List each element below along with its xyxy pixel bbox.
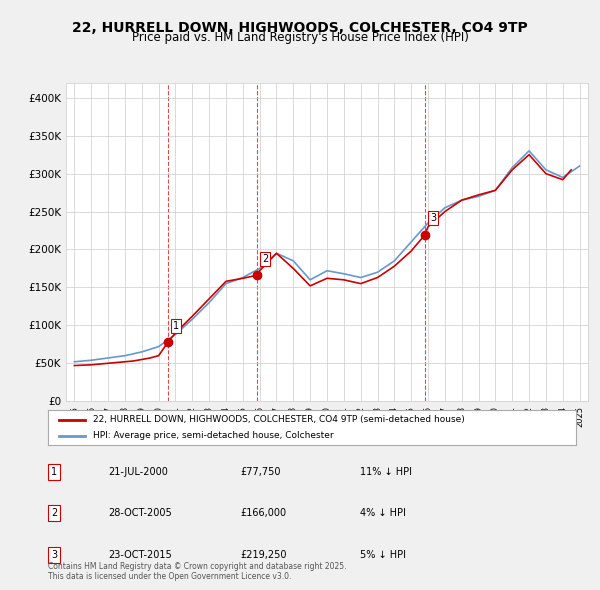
Text: 2: 2 [262,254,268,264]
Text: HPI: Average price, semi-detached house, Colchester: HPI: Average price, semi-detached house,… [93,431,334,440]
Text: 22, HURRELL DOWN, HIGHWOODS, COLCHESTER, CO4 9TP (semi-detached house): 22, HURRELL DOWN, HIGHWOODS, COLCHESTER,… [93,415,464,424]
Text: 22, HURRELL DOWN, HIGHWOODS, COLCHESTER, CO4 9TP: 22, HURRELL DOWN, HIGHWOODS, COLCHESTER,… [72,21,528,35]
Text: 23-OCT-2015: 23-OCT-2015 [108,550,172,559]
Text: Contains HM Land Registry data © Crown copyright and database right 2025.
This d: Contains HM Land Registry data © Crown c… [48,562,347,581]
Text: 11% ↓ HPI: 11% ↓ HPI [360,467,412,477]
Text: £219,250: £219,250 [240,550,287,559]
Text: Price paid vs. HM Land Registry's House Price Index (HPI): Price paid vs. HM Land Registry's House … [131,31,469,44]
Text: 4% ↓ HPI: 4% ↓ HPI [360,509,406,518]
Text: 3: 3 [430,213,436,223]
Text: 3: 3 [51,550,57,559]
Text: 1: 1 [51,467,57,477]
Text: 2: 2 [51,509,57,518]
Text: 5% ↓ HPI: 5% ↓ HPI [360,550,406,559]
Text: 28-OCT-2005: 28-OCT-2005 [108,509,172,518]
Text: £166,000: £166,000 [240,509,286,518]
Text: £77,750: £77,750 [240,467,281,477]
Text: 21-JUL-2000: 21-JUL-2000 [108,467,168,477]
Text: 1: 1 [173,320,179,330]
